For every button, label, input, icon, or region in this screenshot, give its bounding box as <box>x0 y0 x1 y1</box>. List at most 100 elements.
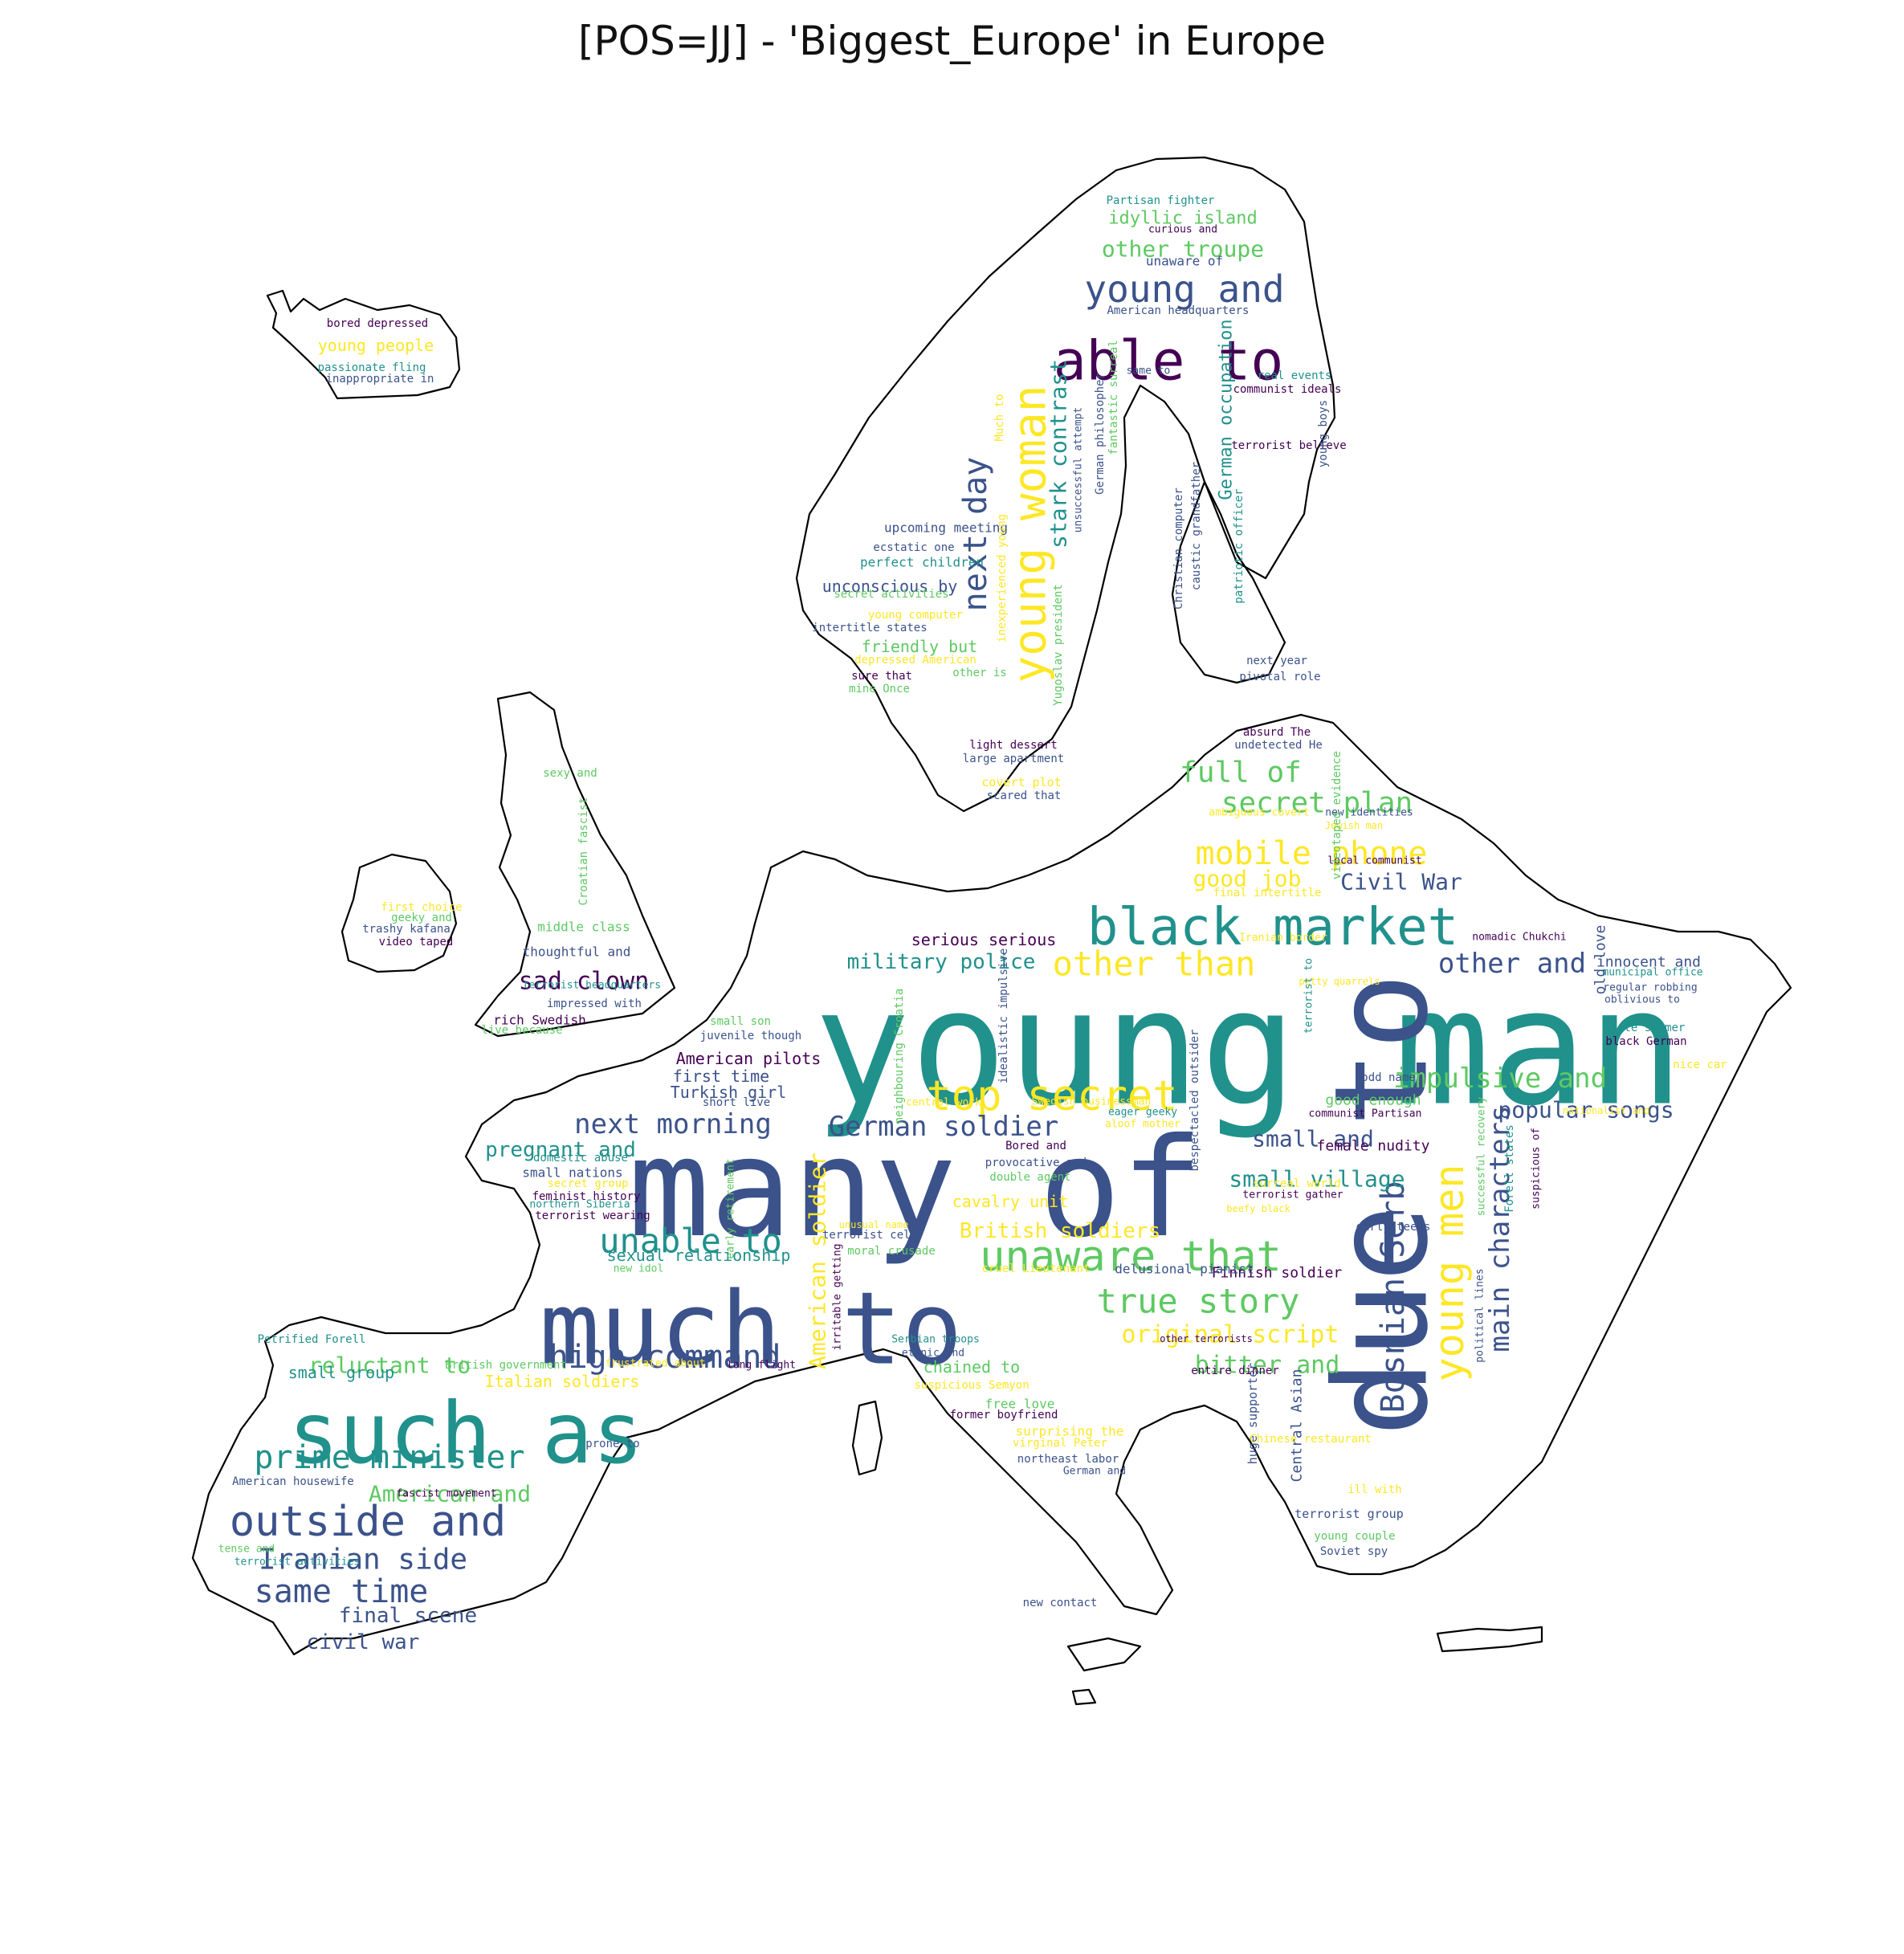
word-142: free love <box>985 1397 1055 1412</box>
word-32: sad clown <box>519 968 650 996</box>
word-54: friendly but <box>862 637 978 656</box>
britain-outline <box>474 691 676 1038</box>
sardinia-outline <box>851 1400 883 1476</box>
word-154: aloof mother <box>1105 1119 1180 1131</box>
word-115: suspicious of <box>1531 1128 1543 1210</box>
word-53: Turkish girl <box>671 1083 787 1102</box>
word-181: middle class <box>537 920 630 935</box>
word-120: entire dinner <box>1191 1365 1279 1377</box>
word-140: chained to <box>923 1357 1020 1377</box>
word-130: moral crusade <box>847 1245 936 1258</box>
word-122: ill with <box>1347 1483 1401 1496</box>
word-151: provocative and <box>985 1156 1087 1169</box>
word-72: secret activities <box>834 588 948 601</box>
sicily-outline <box>1066 1637 1142 1672</box>
word-41: British soldiers <box>960 1219 1160 1243</box>
word-31: other troupe <box>1102 236 1264 263</box>
word-92: videotaped evidence <box>1331 751 1343 879</box>
word-24: other than <box>1053 944 1256 984</box>
word-123: terrorist group <box>1294 1507 1403 1521</box>
word-71: perfect children <box>860 555 984 570</box>
word-64: same to <box>1127 365 1171 377</box>
word-184: geeky and <box>391 912 452 924</box>
word-129: cruel Lieutenant <box>982 1263 1091 1275</box>
word-56: young people <box>318 336 434 355</box>
word-100: black German <box>1605 1035 1686 1048</box>
word-119: Central Asian <box>1289 1369 1306 1483</box>
word-74: intertitle states <box>812 622 927 634</box>
word-159: juvenile though <box>700 1030 801 1042</box>
word-4: such as <box>288 1385 644 1483</box>
word-138: ethnic and <box>902 1348 964 1360</box>
word-52: first time <box>673 1067 769 1086</box>
word-13: outside and <box>230 1498 506 1546</box>
word-17: true story <box>1097 1282 1300 1321</box>
word-121: Chinese restaurant <box>1250 1433 1372 1446</box>
word-191: inexperienced young <box>996 514 1009 642</box>
word-9: top secret <box>926 1072 1177 1120</box>
word-85: covert plot <box>981 775 1061 789</box>
word-127: Finnish soldier <box>1212 1265 1343 1282</box>
word-152: Bored and <box>1005 1140 1066 1152</box>
word-5: able to <box>1054 330 1284 394</box>
word-99: late summer <box>1611 1022 1686 1034</box>
europe-outline <box>191 156 1792 1706</box>
word-108: female nudity <box>1317 1138 1430 1155</box>
word-167: northern Siberia <box>529 1199 630 1211</box>
word-101: nice car <box>1673 1059 1727 1071</box>
word-173: Petrified Forell <box>258 1333 366 1346</box>
word-67: terrorist believe <box>1231 439 1346 452</box>
word-186: video taped <box>379 936 454 948</box>
word-126: other terrorists <box>1160 1333 1253 1344</box>
cyprus-outline <box>1071 1688 1097 1706</box>
word-8: black market <box>1087 898 1458 957</box>
word-196: unsuccessful attempt <box>1073 407 1085 533</box>
word-44: American and <box>369 1481 531 1507</box>
word-20: same time <box>255 1573 429 1610</box>
word-187: terrorist headquarters <box>523 980 661 992</box>
word-195: fantastic surreal <box>1107 340 1120 455</box>
word-43: reluctant to <box>308 1352 471 1379</box>
word-175: American housewife <box>232 1475 354 1488</box>
word-22: secret plan <box>1221 787 1413 820</box>
word-40: good job <box>1193 866 1302 892</box>
word-104: terrorist to <box>1303 958 1315 1034</box>
word-103: petty quarrels <box>1299 976 1380 987</box>
word-132: sexual relationship <box>607 1246 791 1265</box>
word-87: ambiguous covert <box>1209 807 1309 819</box>
word-162: bespectacled outsider <box>1188 1029 1201 1171</box>
word-197: Christian computer <box>1172 487 1185 610</box>
word-135: unusual name <box>839 1219 909 1230</box>
word-174: prone to <box>585 1438 639 1450</box>
word-161: idealistic impulsive <box>997 948 1010 1084</box>
word-91: final intertitle <box>1213 887 1322 899</box>
word-131: new idol <box>614 1263 664 1275</box>
word-192: Yugoslav president <box>1052 584 1065 706</box>
word-145: virginal Peter <box>1013 1437 1107 1450</box>
word-166: feminist history <box>532 1190 641 1203</box>
word-58: passionate fling <box>318 361 426 374</box>
word-38: bitter and <box>1195 1352 1340 1380</box>
word-69: upcoming meeting <box>884 520 1008 536</box>
word-70: ecstatic one <box>873 541 954 554</box>
word-21: mobile phone <box>1196 835 1428 872</box>
word-28: German soldier <box>829 1111 1059 1143</box>
word-147: German and <box>1063 1466 1126 1478</box>
word-6: young woman <box>1005 385 1057 683</box>
word-11: young men <box>1426 1165 1473 1382</box>
word-155: Swedish businessman <box>1032 1096 1152 1108</box>
word-133: irritable getting <box>832 1243 844 1350</box>
word-194: German philosopher <box>1094 373 1107 495</box>
word-176: fascist movement <box>396 1488 496 1500</box>
word-160: neighbouring Croatia <box>893 989 906 1124</box>
word-60: unaware of <box>1146 254 1223 269</box>
word-139: long flight <box>727 1360 796 1372</box>
word-111: beefy black <box>1226 1203 1290 1214</box>
word-51: American pilots <box>676 1049 822 1068</box>
word-189: rich Swedish <box>493 1013 586 1028</box>
word-65: real events <box>1258 369 1332 382</box>
word-90: local communist <box>1327 855 1421 867</box>
word-146: northeast labor <box>1017 1453 1119 1466</box>
word-35: small village <box>1229 1166 1405 1193</box>
